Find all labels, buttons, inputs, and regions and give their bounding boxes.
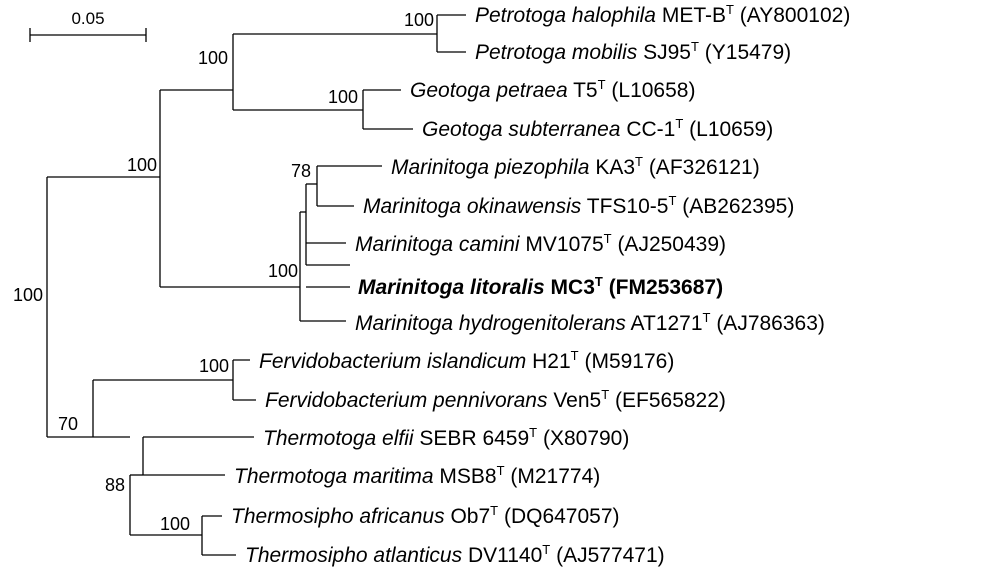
taxon-label: Petrotoga halophila MET-BT (AY800102) (475, 2, 850, 27)
bootstrap-marinitoga: 100 (268, 261, 298, 281)
taxon-label-highlighted: Marinitoga litoralis MC3T (FM253687) (358, 274, 723, 299)
taxon-label: Marinitoga camini MV1075T (AJ250439) (355, 231, 726, 256)
taxon-label: Geotoga petraea T5T (L10658) (410, 77, 695, 102)
taxon-label: Fervidobacterium pennivorans Ven5T (EF56… (265, 387, 726, 412)
bootstrap-thermo-outer: 70 (58, 414, 78, 434)
taxon-label: Geotoga subterranea CC-1T (L10659) (422, 116, 773, 141)
taxon-label: Thermotoga maritima MSB8T (M21774) (234, 463, 600, 488)
taxon-label: Fervidobacterium islandicum H21T (M59176… (259, 348, 674, 373)
bootstrap-petrotoga-geotoga: 100 (198, 48, 228, 68)
taxon-label: Petrotoga mobilis SJ95T (Y15479) (475, 39, 791, 64)
bootstrap-fervido: 100 (199, 356, 229, 376)
taxon-label: Marinitoga hydrogenitolerans AT1271T (AJ… (355, 310, 825, 335)
taxon-label: Marinitoga piezophila KA3T (AF326121) (391, 154, 760, 179)
taxon-labels: Petrotoga halophila MET-BT (AY800102) Pe… (231, 2, 850, 567)
taxon-label: Thermotoga elfii SEBR 6459T (X80790) (263, 425, 629, 450)
taxon-label: Thermosipho africanus Ob7T (DQ647057) (231, 503, 620, 528)
bootstrap-thermosipho: 100 (160, 514, 190, 534)
bootstrap-marinitoga-inner: 78 (291, 161, 311, 181)
bootstrap-geotoga: 100 (328, 87, 358, 107)
tree-branches (46, 14, 466, 556)
scale-bar-label: 0.05 (71, 9, 104, 28)
scale-bar: 0.05 (29, 9, 147, 42)
bootstrap-petrotoga: 100 (404, 10, 434, 30)
bootstrap-values: 100 100 100 100 78 100 100 100 70 88 100 (13, 10, 434, 534)
bootstrap-outer-ingroup: 100 (127, 155, 157, 175)
taxon-label: Marinitoga okinawensis TFS10-5T (AB26239… (363, 193, 794, 218)
bootstrap-root: 100 (13, 285, 43, 305)
bootstrap-thermotoga-thermosipho: 88 (105, 475, 125, 495)
taxon-label: Thermosipho atlanticus DV1140T (AJ577471… (245, 542, 665, 567)
